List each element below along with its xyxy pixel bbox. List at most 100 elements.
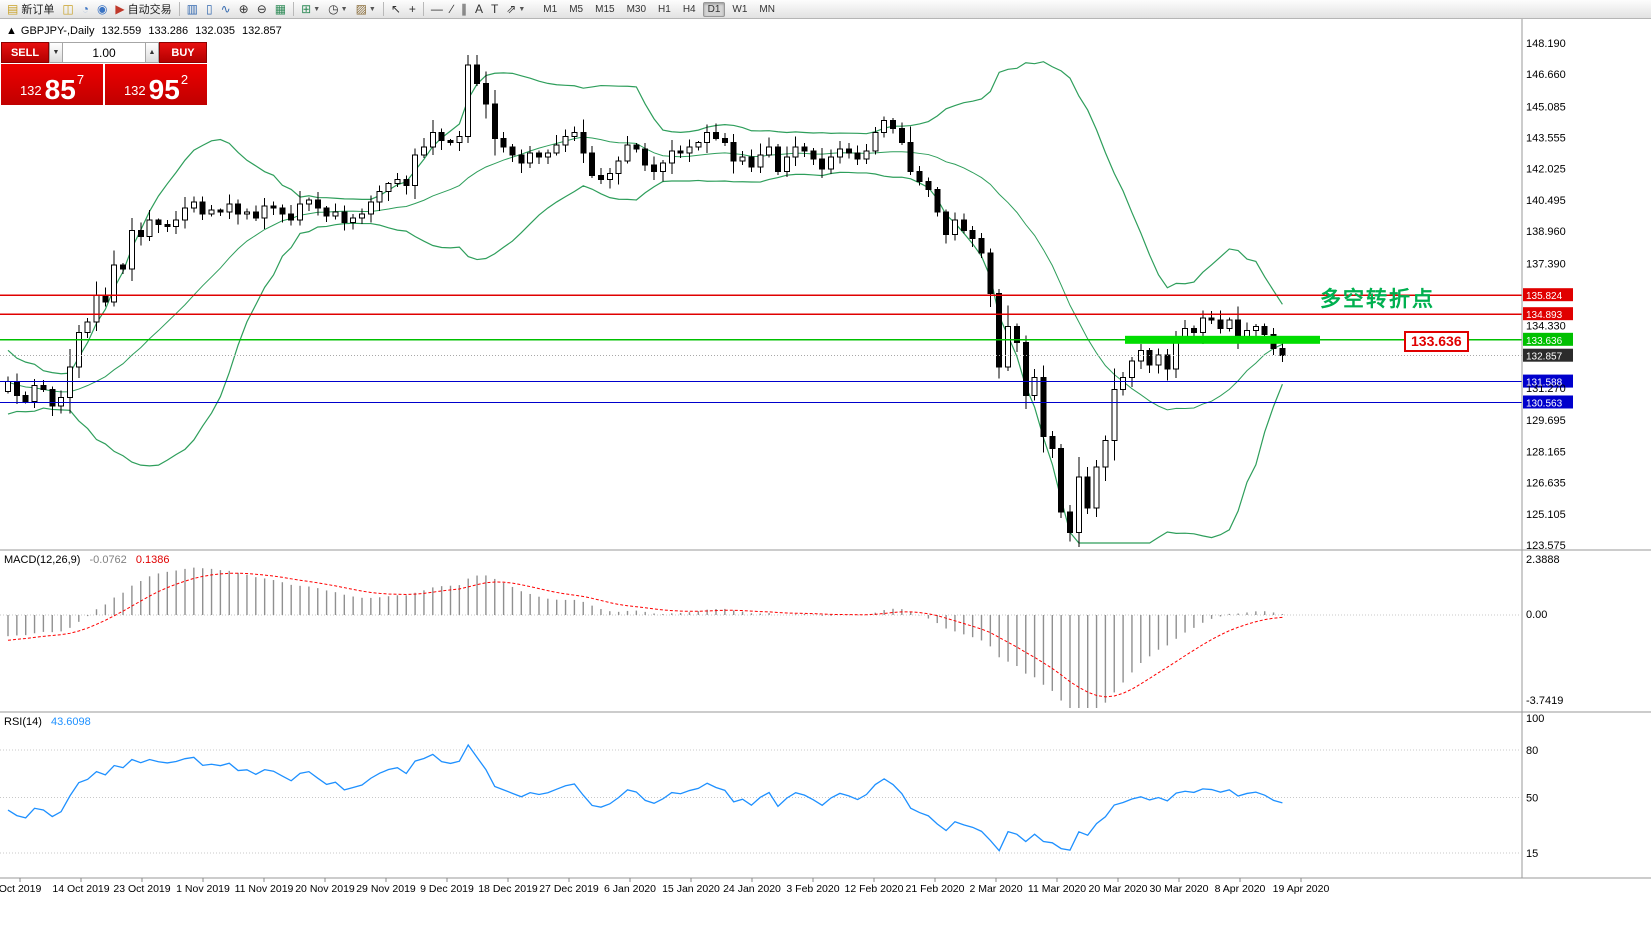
toolbar-button-trendline[interactable]: ∕ xyxy=(447,0,457,19)
timeframe-button-d1[interactable]: D1 xyxy=(702,1,726,17)
toolbar-button-autotrading[interactable]: ▶ 自动交易 xyxy=(111,0,175,19)
date-label: 6 Jan 2020 xyxy=(604,883,656,895)
sell-price-tile[interactable]: 132 85 7 xyxy=(1,64,103,105)
price-axis-flag-label: 135.824 xyxy=(1526,291,1563,302)
timeframe-button-m30[interactable]: M30 xyxy=(626,3,647,15)
price-axis-label: 125.105 xyxy=(1526,509,1566,521)
price-axis-label: 128.165 xyxy=(1526,446,1566,458)
level-lines xyxy=(0,294,1522,404)
zoom-in-icon: ⊕ xyxy=(238,2,249,16)
new-order-label: 新订单 xyxy=(21,4,55,16)
timeframe-button-m1[interactable]: M1 xyxy=(543,3,558,15)
price-axis-label: 142.025 xyxy=(1526,164,1566,176)
toolbar-button-profiles[interactable]: ◷ ▼ xyxy=(324,0,351,19)
toolbar-button-new-order[interactable]: ▤ 新订单 xyxy=(3,0,58,19)
timeframe-button-w1[interactable]: W1 xyxy=(732,3,748,15)
autotrading-icon: ▶ xyxy=(115,2,125,16)
bars-mode-icon: ▥ xyxy=(186,2,198,16)
toolbar-button-cursor[interactable]: ↖ xyxy=(387,0,405,19)
macd-histogram xyxy=(7,567,1284,708)
macd-axis-label: -3.7419 xyxy=(1526,695,1563,707)
toolbar-button-chart-windows[interactable]: ◫ xyxy=(58,0,77,19)
price-axis-label: 131.270 xyxy=(1526,383,1566,395)
toolbar-button-arrows[interactable]: ⇗ ▼ xyxy=(502,0,529,19)
price-axis-label: 138.960 xyxy=(1526,226,1566,238)
new-chart-icon: ⊞ xyxy=(301,2,312,16)
price-axis-flag xyxy=(1523,395,1573,409)
rsi-indicator-label: RSI(14) 43.6098 xyxy=(4,716,91,728)
rsi-value: 43.6098 xyxy=(50,716,91,728)
toolbar-button-candles-mode[interactable]: ▯ xyxy=(202,0,217,19)
toolbar-button-new-chart[interactable]: ⊞ ▼ xyxy=(297,0,324,19)
sell-price-big: 85 xyxy=(44,74,76,106)
date-label: 1 Nov 2019 xyxy=(176,883,230,895)
one-click-trading-panel: SELL ▼ ▲ BUY 132 85 7 132 95 2 xyxy=(1,42,207,105)
toolbar-button-crosshair[interactable]: + xyxy=(405,0,420,19)
toolbar-button-text[interactable]: A xyxy=(471,0,487,19)
text-label-icon: T xyxy=(490,2,499,16)
profiles-icon: ◷ xyxy=(328,2,339,16)
timeframe-button-m15[interactable]: M15 xyxy=(595,3,615,15)
price-axis-flag xyxy=(1523,332,1573,346)
chevron-down-icon: ▼ xyxy=(313,5,321,13)
date-label: 18 Dec 2019 xyxy=(478,883,538,895)
toolbar-button-equidistant-channel[interactable]: ∥ xyxy=(457,0,471,19)
rsi-axis-label: 80 xyxy=(1526,745,1538,757)
date-label: 21 Feb 2020 xyxy=(906,883,965,895)
date-label: 2 Mar 2020 xyxy=(969,883,1022,895)
symbol-high: 133.286 xyxy=(148,25,189,37)
line-mode-icon: ∿ xyxy=(220,2,231,16)
volume-input[interactable] xyxy=(63,42,145,63)
timeframe-button-h1[interactable]: H1 xyxy=(658,3,671,15)
sell-button[interactable]: SELL xyxy=(1,42,49,63)
price-axis-label: 143.555 xyxy=(1526,133,1566,145)
horizontal-line-icon: ― xyxy=(430,2,443,16)
symbol-info: ▲ GBPJPY-,Daily 132.559 133.286 132.035 1… xyxy=(6,25,286,37)
timeframe-button-mn[interactable]: MN xyxy=(759,3,775,15)
toolbar-button-tile-windows[interactable]: ▦ xyxy=(271,0,290,19)
date-label: 29 Nov 2019 xyxy=(356,883,416,895)
rsi-axis-label: 50 xyxy=(1526,793,1538,805)
price-axis-label: 148.190 xyxy=(1526,38,1566,50)
date-label: 12 Feb 2020 xyxy=(845,883,904,895)
buy-price-sup: 2 xyxy=(180,72,189,87)
alerts-icon: ◉ xyxy=(96,2,108,16)
chevron-down-icon: ▼ xyxy=(368,5,376,13)
toolbar-button-alerts[interactable]: ◉ xyxy=(93,0,111,19)
date-label: 27 Dec 2019 xyxy=(539,883,599,895)
timeframe-button-h4[interactable]: H4 xyxy=(682,3,696,15)
turning-point-annotation: 多空转折点 xyxy=(1320,288,1435,311)
date-label: Oct 2019 xyxy=(0,883,41,895)
toolbar-button-bars-mode[interactable]: ▥ xyxy=(183,0,202,19)
date-label: 24 Jan 2020 xyxy=(723,883,781,895)
toolbar-button-zoom-out[interactable]: ⊖ xyxy=(253,0,271,19)
price-axis-flag-label: 133.636 xyxy=(1526,336,1563,347)
price-axis-label: 123.575 xyxy=(1526,540,1566,552)
price-axis-label: 129.695 xyxy=(1526,415,1566,427)
arrows-icon: ⇗ xyxy=(506,2,517,16)
symbol-open: 132.559 xyxy=(101,25,142,37)
volume-increase-button[interactable]: ▲ xyxy=(145,42,159,63)
volume-decrease-button[interactable]: ▼ xyxy=(49,42,63,63)
price-axis-flag xyxy=(1523,348,1573,362)
toolbar-separator xyxy=(382,2,384,16)
chevron-down-icon: ▼ xyxy=(340,5,348,13)
toolbar-button-text-label[interactable]: T xyxy=(487,0,502,19)
toolbar-button-navigator[interactable]: ◔ xyxy=(78,0,93,19)
toolbar-button-line-mode[interactable]: ∿ xyxy=(217,0,235,19)
buy-price-tile[interactable]: 132 95 2 xyxy=(105,64,207,105)
timeframe-button-m5[interactable]: M5 xyxy=(569,3,584,15)
toolbar-separator xyxy=(293,2,295,16)
trendline-icon: ∕ xyxy=(450,2,453,16)
date-label: 30 Mar 2020 xyxy=(1150,883,1209,895)
toolbar-button-zoom-in[interactable]: ⊕ xyxy=(235,0,253,19)
toolbar-button-horizontal-line[interactable]: ― xyxy=(427,0,447,19)
date-label: 20 Mar 2020 xyxy=(1089,883,1148,895)
buy-button[interactable]: BUY xyxy=(159,42,207,63)
text-icon: A xyxy=(474,2,483,16)
rsi-axis-label: 100 xyxy=(1526,713,1544,725)
sell-price-main: 132 xyxy=(19,83,42,98)
toolbar-button-templates[interactable]: ▨ ▼ xyxy=(352,0,380,19)
rsi-axis-label: 15 xyxy=(1526,848,1538,860)
